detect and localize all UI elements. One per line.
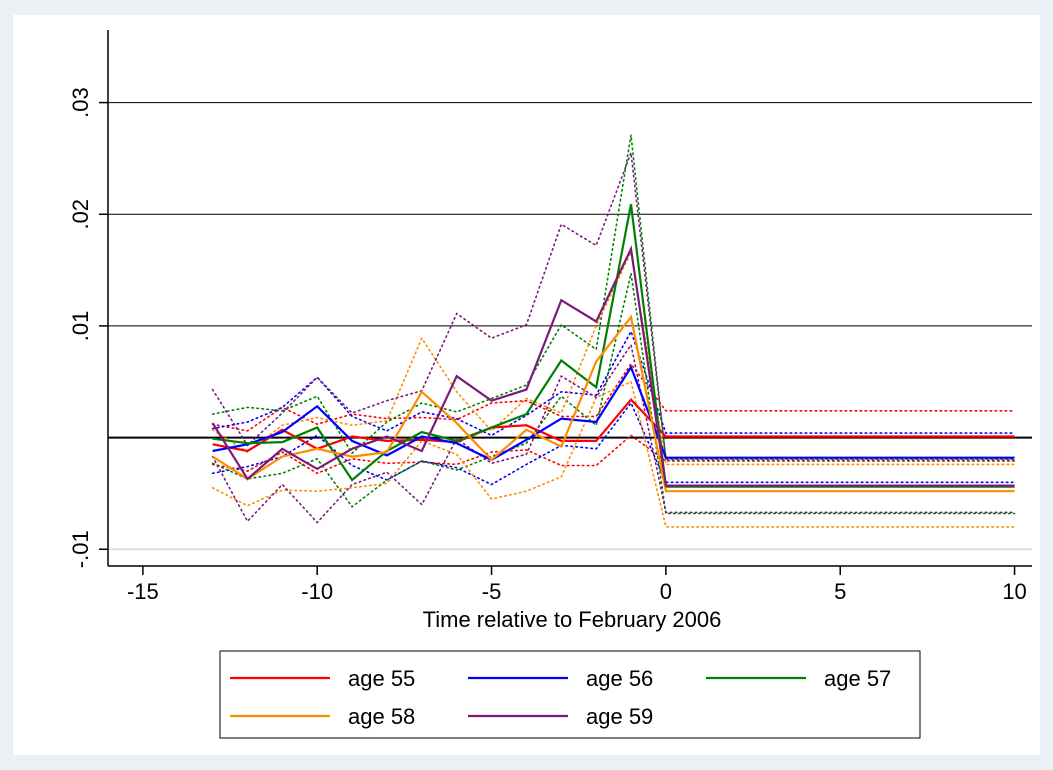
ci-upper-age-56: [211, 329, 1016, 437]
series-line-age-56: [212, 364, 1015, 462]
grid-layer: [108, 102, 1032, 551]
y-tick-label: .02: [68, 199, 93, 230]
series-line-age-58: [212, 314, 1015, 493]
axes: -15 -10 -5 0 5 10 -.01 .01 .02 .03: [68, 30, 1032, 604]
x-tick-label: -15: [127, 579, 159, 604]
x-tick-label: 0: [660, 579, 672, 604]
series-line-age-55: [212, 397, 1015, 453]
ci-upper-age-58: [211, 249, 1016, 466]
legend-label-age-59: age 59: [586, 704, 653, 729]
legend-box: [219, 650, 921, 739]
x-tick-label: 5: [834, 579, 846, 604]
y-tick-label: -.01: [68, 530, 93, 568]
legend-label-age-57: age 57: [824, 666, 891, 691]
x-tick-label: -5: [482, 579, 502, 604]
plot-background: [13, 15, 1040, 755]
y-tick-label: .03: [68, 87, 93, 118]
ci-lower-age-59: [211, 342, 1016, 524]
ci-lower-age-56: [211, 401, 1016, 486]
legend-label-age-56: age 56: [586, 666, 653, 691]
ci-lower-age-55: [211, 434, 1016, 475]
legend-label-age-55: age 55: [348, 666, 415, 691]
legend: age 55 age 56 age 57 age 58 age 59: [219, 650, 921, 739]
legend-label-age-58: age 58: [348, 704, 415, 729]
x-axis-title: Time relative to February 2006: [423, 607, 722, 632]
ci-lower-age-57: [211, 273, 1016, 515]
x-tick-label: 10: [1002, 579, 1026, 604]
series-lines: [211, 203, 1015, 493]
y-tick-label: .01: [68, 311, 93, 342]
x-tick-label: -10: [301, 579, 333, 604]
ci-lower-age-58: [211, 380, 1016, 528]
series-line-age-59: [211, 245, 1015, 487]
